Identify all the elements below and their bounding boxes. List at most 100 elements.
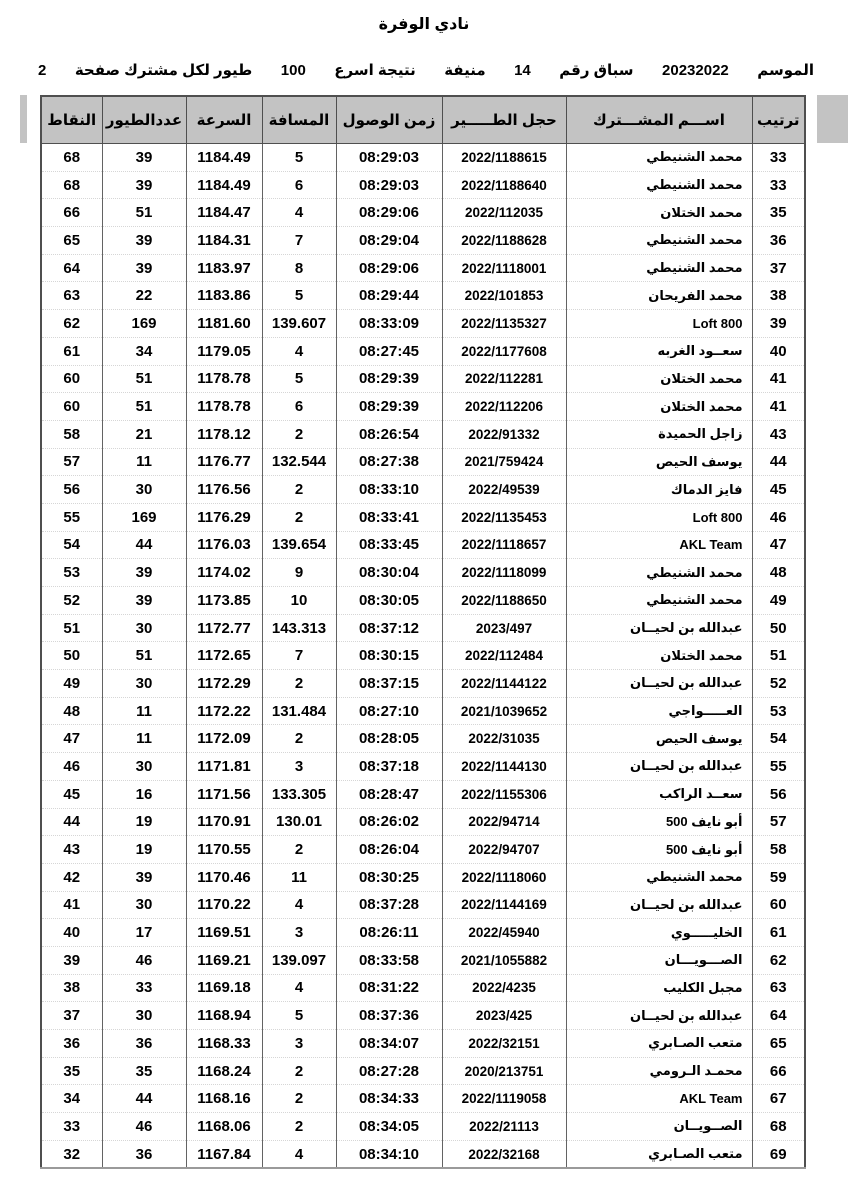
cell-rank: 60 xyxy=(751,890,806,919)
cell-arrival-time: 08:33:41 xyxy=(335,502,443,532)
cell-participant-name: عبدالله بن لحيــان xyxy=(565,752,753,781)
cell-rank: 66 xyxy=(751,1056,806,1085)
cell-distance: 131.484 xyxy=(261,696,337,725)
cell-arrival-time: 08:30:04 xyxy=(335,558,443,587)
cell-rank: 65 xyxy=(751,1029,806,1058)
table-row: 56 سعــد الراكب 2022/1155306 08:28:47 13… xyxy=(40,779,806,808)
cell-speed: 1183.97 xyxy=(185,253,263,282)
header-rank: ترتيب xyxy=(751,95,806,144)
cell-speed: 1172.09 xyxy=(185,724,263,753)
club-title: نادي الوفرة xyxy=(378,16,470,33)
race-number: 14 xyxy=(514,62,531,79)
table-row: 37 محمد الشنيطي 2022/1118001 08:29:06 8 … xyxy=(40,253,806,282)
cell-distance: 11 xyxy=(261,862,337,892)
table-row: 40 سعــود الغربه 2022/1177608 08:27:45 4… xyxy=(40,336,806,365)
cell-participant-name: يوسف الحيص xyxy=(565,447,753,476)
result-count: 100 xyxy=(280,62,306,79)
table-row: 47 AKL Team 2022/1118657 08:33:45 139.65… xyxy=(40,530,806,559)
cell-ring-number: 2022/1177608 xyxy=(441,336,567,365)
cell-participant-name: محمد الشنيطي xyxy=(565,143,753,172)
cell-arrival-time: 08:29:44 xyxy=(335,281,443,310)
cell-bird-count: 19 xyxy=(101,807,187,836)
cell-points: 43 xyxy=(40,835,103,864)
cell-arrival-time: 08:27:38 xyxy=(335,447,443,476)
cell-distance: 6 xyxy=(261,170,337,199)
table-row: 43 زاجل الحميدة 2022/91332 08:26:54 2 11… xyxy=(40,419,806,449)
table-row: 64 عبدالله بن لحيــان 2023/425 08:37:36 … xyxy=(40,1001,806,1030)
cell-rank: 48 xyxy=(751,558,806,587)
cell-points: 61 xyxy=(40,336,103,365)
header-band-bleed-left xyxy=(20,95,27,143)
cell-rank: 43 xyxy=(751,419,806,449)
cell-ring-number: 2022/112281 xyxy=(441,364,567,393)
cell-bird-count: 39 xyxy=(101,558,187,587)
header-name: اســـم المشـــترك xyxy=(565,95,753,144)
cell-bird-count: 19 xyxy=(101,835,187,864)
cell-bird-count: 30 xyxy=(101,613,187,642)
cell-rank: 35 xyxy=(751,198,806,227)
cell-participant-name: زاجل الحميدة xyxy=(565,419,753,449)
cell-participant-name: محمـد الـرومي xyxy=(565,1056,753,1085)
header-bird-count: عددالطيور xyxy=(101,95,187,144)
table-row: 65 متعب الصـابري 2022/32151 08:34:07 3 1… xyxy=(40,1029,806,1058)
cell-distance: 3 xyxy=(261,918,337,947)
table-row: 44 يوسف الحيص 2021/759424 08:27:38 132.5… xyxy=(40,447,806,476)
cell-speed: 1184.31 xyxy=(185,226,263,255)
cell-rank: 46 xyxy=(751,502,806,532)
cell-distance: 2 xyxy=(261,724,337,753)
cell-points: 55 xyxy=(40,502,103,532)
cell-arrival-time: 08:29:03 xyxy=(335,170,443,199)
cell-arrival-time: 08:33:09 xyxy=(335,309,443,338)
cell-speed: 1178.78 xyxy=(185,364,263,393)
cell-arrival-time: 08:27:45 xyxy=(335,336,443,365)
cell-distance: 133.305 xyxy=(261,779,337,808)
cell-ring-number: 2023/497 xyxy=(441,613,567,642)
cell-ring-number: 2022/112484 xyxy=(441,641,567,670)
cell-ring-number: 2022/1118060 xyxy=(441,862,567,892)
cell-rank: 61 xyxy=(751,918,806,947)
cell-points: 52 xyxy=(40,586,103,615)
cell-rank: 63 xyxy=(751,973,806,1002)
cell-participant-name: محمد الشنيطي xyxy=(565,170,753,199)
cell-bird-count: 16 xyxy=(101,779,187,808)
cell-speed: 1181.60 xyxy=(185,309,263,338)
cell-arrival-time: 08:30:15 xyxy=(335,641,443,670)
cell-bird-count: 11 xyxy=(101,447,187,476)
cell-participant-name: أبو نايف 500 xyxy=(565,807,753,836)
cell-ring-number: 2022/112035 xyxy=(441,198,567,227)
cell-bird-count: 39 xyxy=(101,143,187,172)
cell-bird-count: 169 xyxy=(101,309,187,338)
cell-participant-name: سعــود الغربه xyxy=(565,336,753,365)
cell-arrival-time: 08:28:47 xyxy=(335,779,443,808)
cell-arrival-time: 08:30:05 xyxy=(335,586,443,615)
cell-rank: 41 xyxy=(751,392,806,421)
header-row: ترتيب اســـم المشـــترك حجل الطـــــير ز… xyxy=(40,95,806,144)
cell-points: 66 xyxy=(40,198,103,227)
cell-rank: 40 xyxy=(751,336,806,365)
cell-rank: 62 xyxy=(751,945,806,975)
cell-ring-number: 2022/1118099 xyxy=(441,558,567,587)
cell-ring-number: 2021/1039652 xyxy=(441,696,567,725)
cell-participant-name: عبدالله بن لحيــان xyxy=(565,890,753,919)
cell-points: 68 xyxy=(40,170,103,199)
cell-participant-name: العـــــواجي xyxy=(565,696,753,725)
cell-rank: 57 xyxy=(751,807,806,836)
cell-ring-number: 2022/1155306 xyxy=(441,779,567,808)
cell-points: 40 xyxy=(40,918,103,947)
cell-arrival-time: 08:26:54 xyxy=(335,419,443,449)
cell-distance: 5 xyxy=(261,143,337,172)
cell-ring-number: 2023/425 xyxy=(441,1001,567,1030)
table-row: 45 فايز الدماك 2022/49539 08:33:10 2 117… xyxy=(40,475,806,504)
cell-arrival-time: 08:33:45 xyxy=(335,530,443,559)
cell-rank: 59 xyxy=(751,862,806,892)
cell-arrival-time: 08:28:05 xyxy=(335,724,443,753)
cell-arrival-time: 08:34:33 xyxy=(335,1084,443,1113)
cell-ring-number: 2022/94707 xyxy=(441,835,567,864)
cell-distance: 4 xyxy=(261,1139,337,1169)
cell-arrival-time: 08:34:05 xyxy=(335,1112,443,1141)
cell-bird-count: 30 xyxy=(101,752,187,781)
header-ring: حجل الطـــــير xyxy=(441,95,567,144)
cell-arrival-time: 08:31:22 xyxy=(335,973,443,1002)
cell-participant-name: محمد الفريحان xyxy=(565,281,753,310)
cell-points: 51 xyxy=(40,613,103,642)
